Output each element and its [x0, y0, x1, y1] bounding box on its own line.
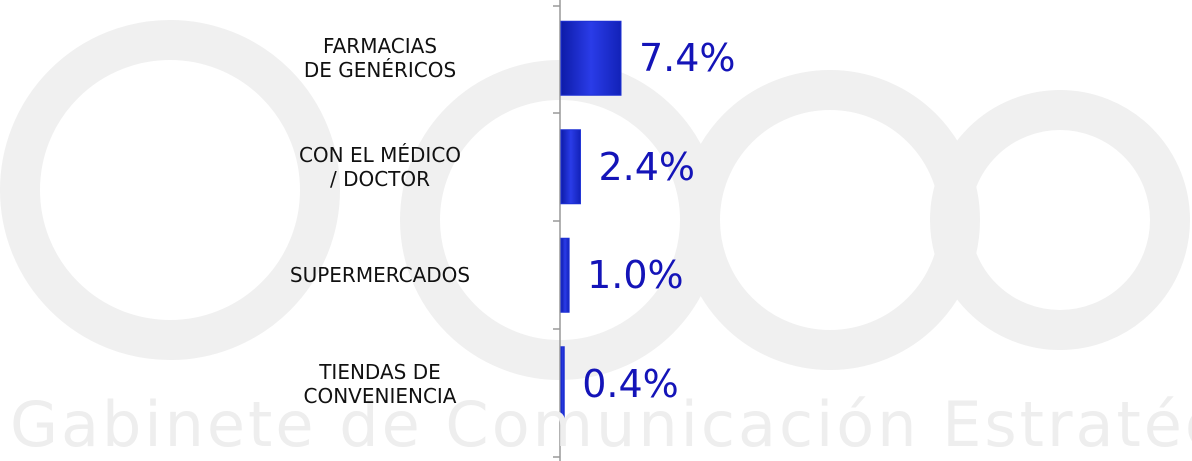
category-label: CON EL MÉDICO / DOCTOR [298, 142, 462, 191]
bar [560, 237, 570, 313]
value-label: 2.4% [598, 144, 695, 189]
category-label: SUPERMERCADOS [289, 263, 471, 288]
value-label: 1.0% [587, 253, 684, 298]
watermark-text: Gabinete de Comunicación Estratégica [10, 388, 1192, 461]
category-label: TIENDAS DE CONVENIENCIA [303, 359, 457, 408]
category-label: FARMACIAS DE GENÉRICOS [303, 34, 457, 83]
bar [560, 346, 565, 422]
value-label: 0.4% [582, 361, 679, 406]
axis-ticks [553, 5, 560, 458]
bar [560, 129, 581, 205]
value-label: 7.4% [639, 36, 736, 81]
bar [560, 20, 622, 96]
